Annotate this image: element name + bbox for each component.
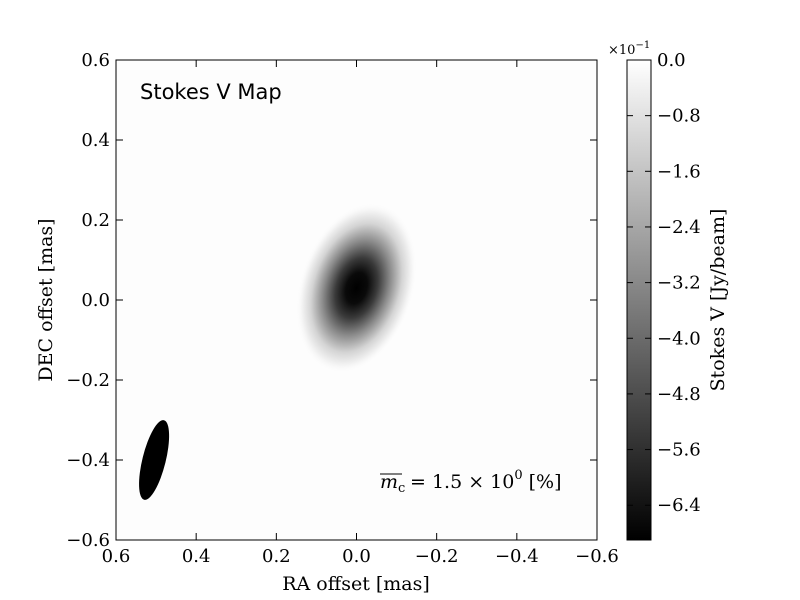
colorbar-tick-label: −2.4: [657, 217, 701, 238]
colorbar-tick-label: −4.0: [657, 328, 701, 349]
colorbar-ticks: 0.0 −0.8 −1.6 −2.4 −3.2 −4.0 −4.8 −5.6 −6.4: [627, 50, 701, 516]
x-tick-label: 0.4: [182, 546, 211, 567]
colorbar-tick-label: −0.8: [657, 106, 701, 127]
x-tick-label: −0.4: [495, 546, 539, 567]
y-tick-label: 0.6: [81, 50, 110, 71]
x-axis-label: RA offset [mas]: [282, 573, 430, 595]
x-tick-label: −0.2: [415, 546, 459, 567]
colorbar-tick-label: 0.0: [657, 50, 686, 71]
x-tick-label: 0.2: [262, 546, 291, 567]
x-tick-label: 0.0: [342, 546, 371, 567]
y-tick-label: −0.6: [66, 530, 110, 551]
colorbar-tick-label: −1.6: [657, 161, 701, 182]
y-axis-label: DEC offset [mas]: [35, 218, 57, 381]
y-tick-label: 0.2: [81, 210, 110, 231]
beam-ellipse: [139, 420, 170, 500]
colorbar: [626, 59, 652, 541]
y-tick-label: 0.0: [81, 290, 110, 311]
chart-title: Stokes V Map: [140, 80, 282, 104]
y-tick-label: −0.4: [66, 450, 110, 471]
y-tick-label: 0.4: [81, 130, 110, 151]
colorbar-tick-label: −3.2: [657, 273, 701, 294]
source-emission: [295, 202, 418, 374]
colorbar-label: Stokes V [Jy/beam]: [707, 209, 729, 392]
annotation-symbol: mc: [380, 471, 405, 496]
x-tick-label: −0.6: [575, 546, 619, 567]
mean-fraction-annotation: mc = 1.5 × 100 [%]: [380, 468, 562, 496]
x-axis-ticks: 0.6 0.4 0.2 0.0 −0.2 −0.4 −0.6: [102, 60, 619, 567]
x-tick-label: 0.6: [102, 546, 131, 567]
colorbar-tick-label: −6.4: [657, 495, 701, 516]
colorbar-tick-label: −5.6: [657, 440, 701, 461]
y-tick-label: −0.2: [66, 370, 110, 391]
y-axis-ticks: −0.6 −0.4 −0.2 0.0 0.2 0.4 0.6: [66, 50, 597, 551]
colorbar-tick-label: −4.8: [657, 384, 701, 405]
colorbar-multiplier: ×10−1: [608, 40, 650, 58]
annotation-value: = 1.5 × 100 [%]: [410, 468, 562, 493]
